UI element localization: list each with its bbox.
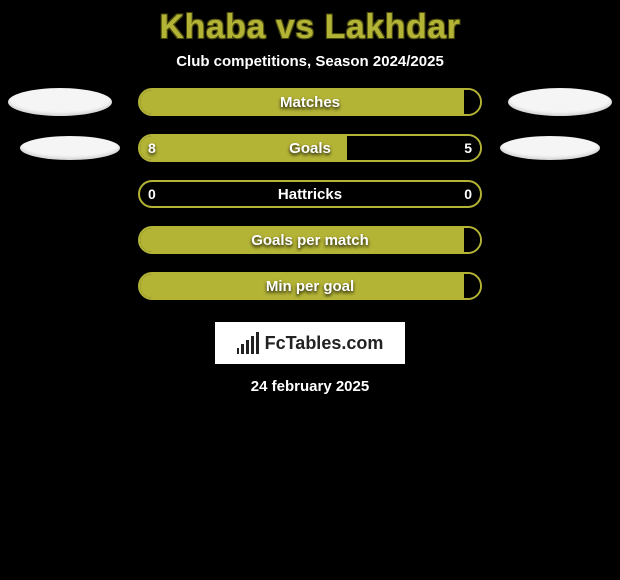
stats-area: Matches 85Goals 00Hattricks Goals per match…	[0, 88, 620, 300]
stat-row: Min per goal	[0, 272, 620, 300]
stat-right-value	[464, 90, 480, 114]
player-left-photo	[8, 88, 112, 116]
stat-bar: Min per goal	[138, 272, 482, 300]
stat-row: Goals per match	[0, 226, 620, 254]
page-title: Khaba vs Lakhdar	[160, 8, 461, 47]
player-right-photo	[508, 88, 612, 116]
stat-row: 85Goals	[0, 134, 620, 162]
infographic-root: Khaba vs Lakhdar Club competitions, Seas…	[0, 0, 620, 580]
stat-row: 00Hattricks	[0, 180, 620, 208]
date-label: 24 february 2025	[251, 378, 369, 395]
stat-right-value	[464, 274, 480, 298]
stat-left-value	[140, 228, 464, 252]
page-subtitle: Club competitions, Season 2024/2025	[176, 53, 444, 70]
stat-right-value	[464, 228, 480, 252]
stat-left-value: 8	[140, 136, 347, 160]
stat-right-value: 0	[310, 182, 480, 206]
stat-row: Matches	[0, 88, 620, 116]
bars-icon	[237, 332, 259, 354]
stat-bar: Matches	[138, 88, 482, 116]
stat-right-value: 5	[347, 136, 480, 160]
brand-text: FcTables.com	[265, 333, 384, 354]
stat-left-value	[140, 274, 464, 298]
stat-left-value: 0	[140, 182, 310, 206]
player-left-photo	[20, 136, 120, 160]
stat-left-value	[140, 90, 464, 114]
stat-bar: Goals per match	[138, 226, 482, 254]
player-right-photo	[500, 136, 600, 160]
stat-bar: 85Goals	[138, 134, 482, 162]
brand-badge: FcTables.com	[215, 322, 406, 364]
stat-bar: 00Hattricks	[138, 180, 482, 208]
